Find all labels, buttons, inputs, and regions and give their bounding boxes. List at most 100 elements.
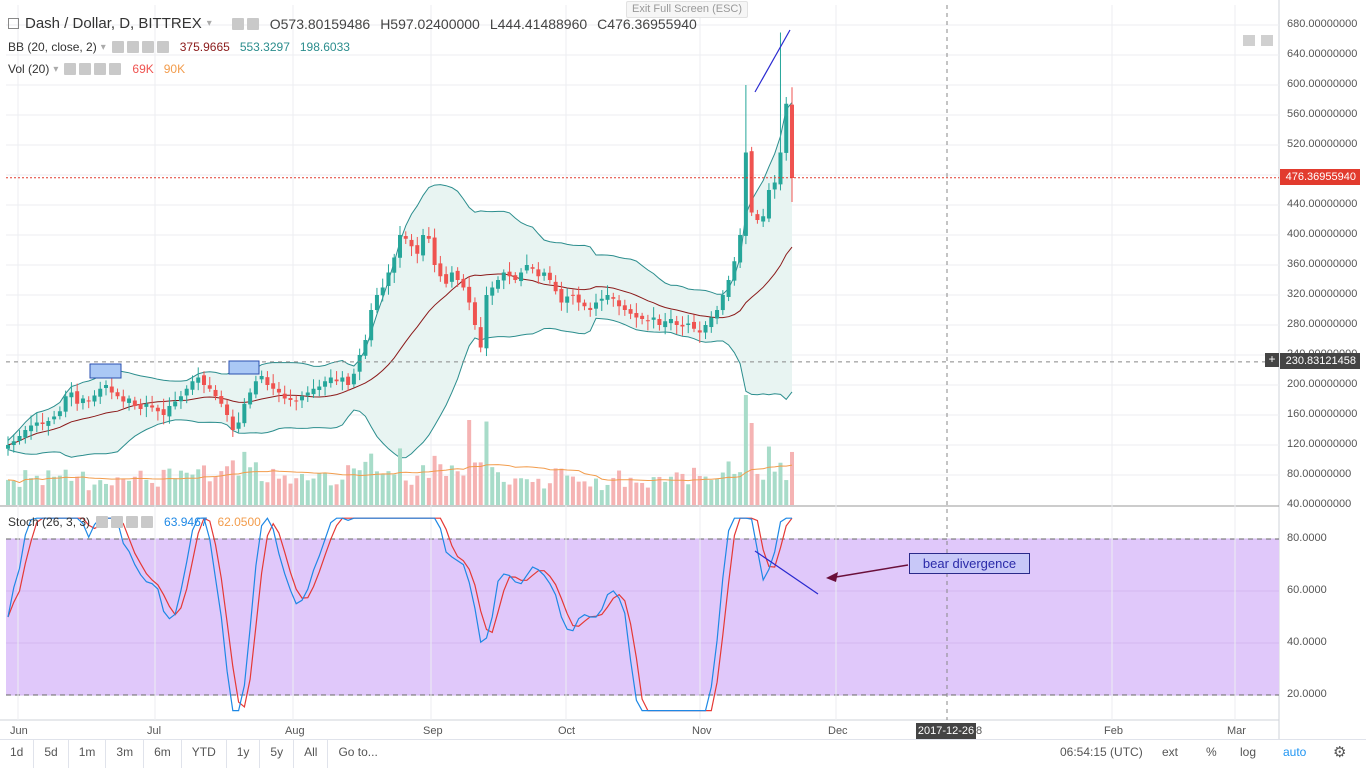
candle-body [374, 295, 379, 311]
volume-bar [519, 478, 524, 505]
close-icon[interactable] [141, 516, 154, 528]
volume-dropdown-icon[interactable]: ▾ [53, 63, 59, 75]
timeframe-button-5y[interactable]: 5y [260, 739, 295, 768]
stoch-tick-label: 40.0000 [1287, 636, 1327, 648]
gear-icon[interactable] [111, 516, 124, 528]
bb-indicator-name[interactable]: BB (20, close, 2) [8, 40, 97, 54]
volume-bar [599, 490, 604, 505]
gear-icon[interactable] [79, 63, 92, 75]
candle-body [634, 313, 639, 318]
volume-bar [478, 462, 483, 505]
timeframe-button-ytd[interactable]: YTD [182, 739, 227, 768]
candle-body [115, 392, 120, 397]
volume-bar [248, 467, 253, 505]
volume-bar [155, 486, 160, 505]
candle-body [536, 269, 541, 277]
price-tick-label: 40.00000000 [1287, 498, 1352, 510]
candle-body [715, 310, 720, 319]
candle-body [386, 272, 391, 286]
timeframe-buttons: 1d 5d 1m 3m 6m YTD 1y 5y All [0, 739, 329, 768]
volume-bar [755, 473, 760, 505]
gear-icon[interactable] [126, 41, 139, 53]
log-toggle[interactable]: log [1240, 745, 1257, 759]
percent-toggle[interactable]: % [1206, 745, 1217, 759]
candle-body [565, 296, 570, 303]
exit-fullscreen-button[interactable]: Exit Full Screen (ESC) [626, 1, 749, 18]
candle-body [363, 340, 368, 356]
volume-bar [300, 474, 304, 505]
volume-controls[interactable] [64, 63, 124, 75]
goto-button[interactable]: Go to... [338, 744, 378, 759]
timeframe-button-all[interactable]: All [294, 739, 329, 768]
auto-toggle[interactable]: auto [1283, 745, 1307, 759]
plus-icon[interactable] [141, 41, 154, 53]
candle-body [490, 287, 495, 296]
candle-body [392, 257, 397, 273]
volume-bar [253, 462, 258, 505]
volume-bar [34, 475, 39, 505]
candle-body [144, 403, 149, 407]
bb-controls[interactable] [111, 41, 172, 53]
candle-body [697, 330, 702, 333]
volume-bar [640, 482, 645, 505]
volume-bar [69, 480, 74, 505]
candle-body [311, 388, 316, 395]
candle-body [507, 271, 512, 277]
time-tick-label: Oct [558, 725, 576, 737]
stoch-k-value: 63.9467 [164, 515, 208, 529]
volume-bar [582, 481, 587, 505]
volume-bar [594, 478, 598, 505]
volume-bar [778, 462, 783, 505]
timeframe-button-1m[interactable]: 1m [69, 739, 107, 768]
timeframe-button-5d[interactable]: 5d [34, 739, 69, 768]
time-tick-label: Aug [285, 725, 305, 737]
eye-icon[interactable] [64, 63, 77, 75]
timeframe-button-6m[interactable]: 6m [144, 739, 182, 768]
close-icon[interactable] [109, 63, 122, 75]
close-icon[interactable] [156, 41, 169, 53]
candle-body [196, 377, 201, 383]
utc-clock[interactable]: 06:54:15 (UTC) [1060, 745, 1143, 759]
volume-bar [109, 485, 114, 505]
candle-body [259, 376, 264, 380]
volume-bar [432, 455, 437, 505]
eye-icon[interactable] [96, 516, 109, 528]
candle-body [80, 398, 85, 404]
last-price-badge: 476.36955940 [1280, 169, 1360, 185]
candle-body [559, 289, 564, 303]
candle-body [778, 152, 783, 185]
price-tick-label: 280.00000000 [1287, 318, 1358, 330]
main-series-controls[interactable] [231, 17, 262, 30]
candle-body [674, 321, 679, 325]
candle-body [121, 396, 126, 402]
symbol-dropdown-icon[interactable]: ▾ [206, 18, 212, 29]
timeframe-button-1y[interactable]: 1y [227, 739, 261, 768]
candle-body [628, 309, 633, 314]
timeframe-button-1d[interactable]: 1d [0, 739, 35, 768]
eye-icon[interactable] [111, 41, 124, 53]
plus-icon[interactable] [126, 516, 139, 528]
plus-icon[interactable] [94, 63, 107, 75]
volume-indicator-name[interactable]: Vol (20) [8, 62, 50, 76]
candle-body [265, 377, 270, 385]
eye-icon[interactable] [231, 17, 244, 30]
stoch-controls[interactable] [96, 516, 156, 528]
bear-divergence-annotation[interactable]: bear divergence [909, 553, 1030, 574]
collapse-icon[interactable] [8, 18, 19, 29]
bb-dropdown-icon[interactable]: ▾ [100, 41, 106, 53]
ext-toggle[interactable]: ext [1162, 745, 1179, 759]
timeframe-button-3m[interactable]: 3m [106, 739, 145, 768]
candle-body [530, 267, 535, 269]
stoch-indicator-name[interactable]: Stoch (26, 3, 3) [8, 515, 91, 529]
settings-gear-icon[interactable]: ⚙ [1333, 744, 1347, 761]
price-tick-label: 80.00000000 [1287, 468, 1352, 480]
symbol-title[interactable]: Dash / Dollar, D, BITTREX [25, 15, 202, 32]
volume-bar [127, 480, 132, 505]
volume-bar [490, 467, 495, 505]
gear-icon[interactable] [246, 17, 259, 30]
add-alert-button[interactable]: + [1265, 353, 1279, 367]
candle-body [668, 319, 673, 324]
candle-body [346, 376, 351, 385]
candle-body [398, 235, 402, 258]
